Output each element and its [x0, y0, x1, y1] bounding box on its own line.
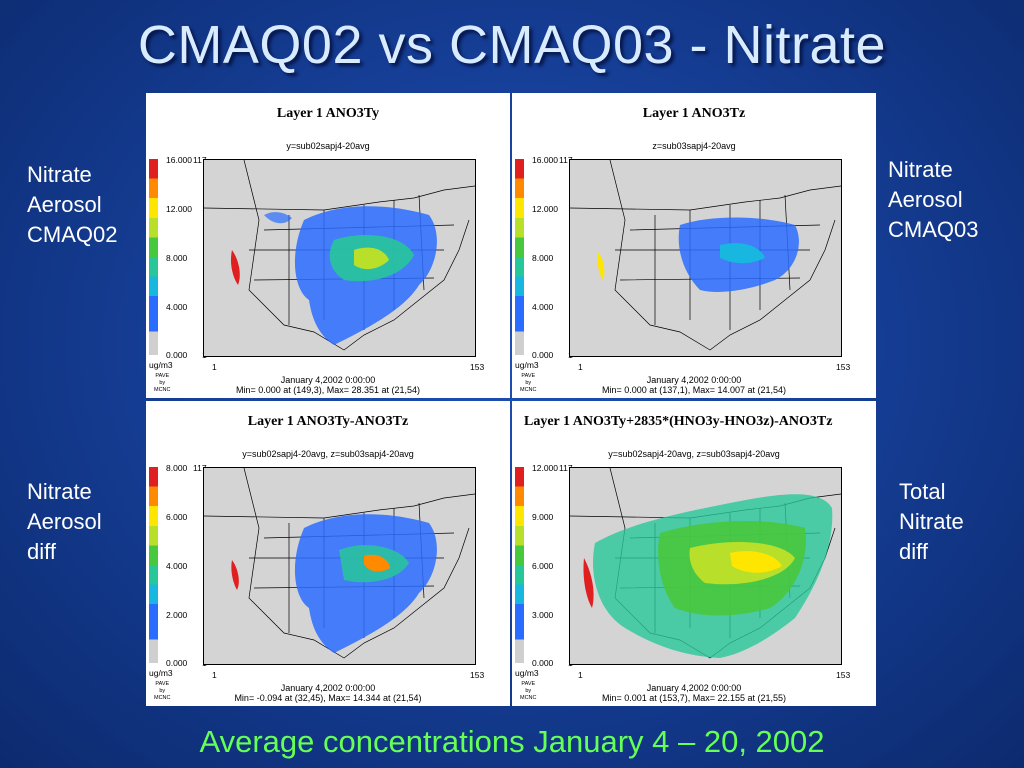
label-nitrate-aerosol-cmaq02: Nitrate Aerosol CMAQ02	[27, 160, 117, 250]
label-line: Aerosol	[888, 187, 963, 212]
pave-line: PAVE	[521, 373, 536, 379]
grid-row-max: 117	[193, 155, 207, 165]
pave-line: by	[159, 380, 166, 386]
colorbar-legend	[515, 467, 524, 663]
concentration-map	[203, 159, 476, 357]
colorbar-legend	[149, 467, 158, 663]
plot-date: January 4,2002 0:00:00	[280, 375, 376, 385]
grid-col-max: 153	[470, 362, 485, 372]
grid-col-max: 153	[470, 670, 485, 680]
colorbar-legend	[149, 159, 158, 355]
pave-logo: PAVE by MCNC	[154, 373, 171, 394]
pave-line: by	[159, 688, 166, 694]
grid-row-max: 117	[559, 463, 573, 473]
label-line: CMAQ03	[888, 217, 979, 242]
label-line: Total	[899, 479, 946, 504]
colorbar-tick: 16.000	[166, 155, 192, 165]
label-line: diff	[27, 539, 56, 564]
colorbar-tick: 2.000	[166, 610, 188, 620]
colorbar-tick: 4.000	[532, 302, 554, 312]
label-line: Nitrate	[899, 509, 964, 534]
concentration-map	[203, 467, 476, 665]
plot-date: January 4,2002 0:00:00	[280, 683, 376, 693]
label-total-nitrate-diff: Total Nitrate diff	[899, 477, 964, 567]
panel-title: Layer 1 ANO3Tz	[642, 106, 746, 121]
grid-col-min: 1	[212, 362, 217, 372]
label-line: Aerosol	[27, 192, 102, 217]
colorbar-legend	[515, 159, 524, 355]
slide-title: CMAQ02 vs CMAQ03 - Nitrate	[137, 15, 887, 75]
plot-minmax: Min= 0.001 at (153,7), Max= 22.155 at (2…	[601, 693, 787, 703]
colorbar-tick: 8.000	[166, 463, 188, 473]
pave-line: MCNC	[520, 695, 537, 701]
plot-minmax: Min= -0.094 at (32,45), Max= 14.344 at (…	[234, 693, 422, 703]
pave-logo: PAVE by MCNC	[520, 681, 537, 702]
slide-caption: Average concentrations January 4 – 20, 2…	[199, 724, 825, 759]
colorbar-tick: 0.000	[532, 350, 554, 360]
panel-title: Layer 1 ANO3Ty	[276, 106, 380, 121]
concentration-map	[569, 467, 842, 665]
pave-logo: PAVE by MCNC	[154, 681, 171, 702]
plot-minmax: Min= 0.000 at (149,3), Max= 28.351 at (2…	[235, 385, 421, 395]
concentration-map	[569, 159, 842, 357]
colorbar-tick: 3.000	[532, 610, 554, 620]
colorbar-tick: 0.000	[166, 350, 188, 360]
panel-subtitle: y=sub02sapj4-20avg, z=sub03sapj4-20avg	[608, 449, 780, 459]
pave-line: MCNC	[154, 695, 171, 701]
unit-label: ug/m3	[515, 360, 539, 370]
pave-line: MCNC	[520, 387, 537, 393]
plot-date: January 4,2002 0:00:00	[646, 683, 742, 693]
map-panel-total-nitrate-diff: Layer 1 ANO3Ty+2835*(HNO3y-HNO3z)-ANO3Tz…	[512, 401, 876, 706]
colorbar-tick: 4.000	[166, 302, 188, 312]
grid-row-max: 117	[193, 463, 207, 473]
pave-line: PAVE	[155, 373, 170, 379]
colorbar-tick: 8.000	[532, 253, 554, 263]
panel-title: Layer 1 ANO3Ty+2835*(HNO3y-HNO3z)-ANO3Tz	[524, 414, 833, 429]
label-line: CMAQ02	[27, 222, 118, 247]
pave-line: PAVE	[155, 681, 170, 687]
panel-subtitle: z=sub03sapj4-20avg	[652, 141, 736, 151]
colorbar-tick: 16.000	[532, 155, 558, 165]
label-line: Nitrate	[888, 157, 953, 182]
label-line: Aerosol	[27, 509, 102, 534]
label-nitrate-aerosol-diff: Nitrate Aerosol diff	[27, 477, 102, 567]
panel-subtitle: y=sub02sapj4-20avg, z=sub03sapj4-20avg	[242, 449, 414, 459]
grid-col-max: 153	[836, 362, 851, 372]
unit-label: ug/m3	[149, 668, 173, 678]
grid-col-min: 1	[578, 670, 583, 680]
label-line: diff	[899, 539, 928, 564]
pave-line: MCNC	[154, 387, 171, 393]
colorbar-tick: 12.000	[166, 204, 192, 214]
colorbar-tick: 0.000	[532, 658, 554, 668]
map-panel-ano3ty-diff: Layer 1 ANO3Ty-ANO3Tz y=sub02sapj4-20avg…	[146, 401, 510, 706]
panel-subtitle: y=sub02sapj4-20avg	[286, 141, 370, 151]
pave-logo: PAVE by MCNC	[520, 373, 537, 394]
plot-date: January 4,2002 0:00:00	[646, 375, 742, 385]
panel-title: Layer 1 ANO3Ty-ANO3Tz	[247, 414, 409, 429]
unit-label: ug/m3	[149, 360, 173, 370]
map-panel-ano3tz: Layer 1 ANO3Tz z=sub03sapj4-20avg 16.000…	[512, 93, 876, 398]
pave-line: by	[525, 380, 532, 386]
colorbar-tick: 4.000	[166, 561, 188, 571]
colorbar-tick: 6.000	[532, 561, 554, 571]
colorbar-tick: 6.000	[166, 512, 188, 522]
grid-row-max: 117	[559, 155, 573, 165]
label-line: Nitrate	[27, 162, 92, 187]
grid-col-min: 1	[578, 362, 583, 372]
colorbar-tick: 12.000	[532, 204, 558, 214]
plot-minmax: Min= 0.000 at (137,1), Max= 14.007 at (2…	[601, 385, 787, 395]
colorbar-tick: 12.000	[532, 463, 558, 473]
pave-line: by	[525, 688, 532, 694]
label-nitrate-aerosol-cmaq03: Nitrate Aerosol CMAQ03	[888, 155, 978, 245]
pave-line: PAVE	[521, 681, 536, 687]
grid-col-max: 153	[836, 670, 851, 680]
grid-col-min: 1	[212, 670, 217, 680]
map-panel-ano3ty: Layer 1 ANO3Ty y=sub02sapj4-20avg 16.000…	[146, 93, 510, 398]
colorbar-tick: 9.000	[532, 512, 554, 522]
label-line: Nitrate	[27, 479, 92, 504]
colorbar-tick: 0.000	[166, 658, 188, 668]
colorbar-tick: 8.000	[166, 253, 188, 263]
unit-label: ug/m3	[515, 668, 539, 678]
